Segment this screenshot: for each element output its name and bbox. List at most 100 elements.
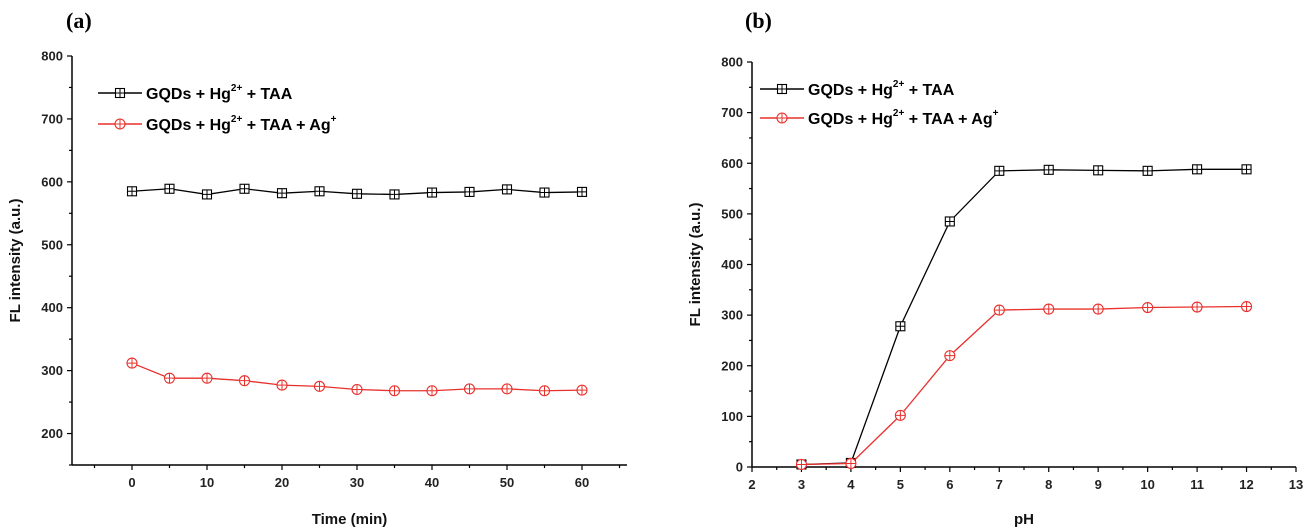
legend-superscript: 2+: [231, 83, 243, 94]
marker-cross: [1142, 302, 1153, 313]
x-tick-label: 10: [200, 475, 214, 490]
legend-text-part: GQDs + Hg: [808, 111, 893, 128]
x-tick-label: 0: [128, 475, 135, 490]
legend-text-part: + TAA + Ag: [242, 117, 330, 134]
y-tick-label: 800: [721, 55, 743, 70]
legend-entry: GQDs + Hg2+ + TAA: [98, 83, 293, 103]
series-hg-taa-ag: [795, 300, 1253, 471]
legend-label: GQDs + Hg2+ + TAA + Ag+: [808, 108, 999, 128]
data-point: [845, 457, 857, 470]
data-point: [1093, 165, 1104, 176]
data-point: [388, 385, 401, 397]
y-tick-label: 600: [721, 156, 743, 171]
y-tick-label: 400: [721, 257, 743, 272]
panel-label: (b): [745, 8, 772, 33]
marker-cross: [390, 189, 399, 199]
data-point: [1191, 301, 1203, 313]
data-point: [944, 350, 956, 362]
x-axis-title: pH: [1014, 511, 1034, 528]
marker-cross: [540, 188, 549, 198]
x-tick-label: 2: [748, 477, 755, 492]
data-point: [276, 188, 288, 199]
marker-cross: [115, 119, 125, 129]
series-line: [801, 168, 1247, 466]
data-point: [1043, 303, 1055, 315]
marker-cross: [994, 305, 1005, 316]
series-line: [801, 305, 1247, 466]
data-point: [238, 375, 251, 387]
data-point: [164, 183, 175, 194]
marker-cross: [427, 188, 437, 198]
x-tick-label: 3: [798, 477, 805, 492]
marker-cross: [1093, 304, 1104, 315]
marker-cross: [1143, 166, 1153, 176]
data-point: [1240, 300, 1253, 313]
legend-text-part: + TAA: [904, 82, 954, 99]
data-point: [1142, 165, 1153, 176]
marker-cross: [945, 216, 955, 226]
legend-text-part: + TAA + Ag: [904, 111, 992, 128]
marker-cross: [539, 385, 550, 396]
y-tick-label: 400: [41, 300, 63, 315]
data-point: [389, 189, 400, 200]
chart-panel-b: (b) 0 100 200 300 400 500 600 700 800 2 3 4 5 6 7 8 9 10 11…: [687, 8, 1303, 528]
data-point: [426, 187, 438, 198]
x-tick-label: 8: [1045, 477, 1052, 492]
series-hg-taa-ag: [126, 357, 588, 397]
data-point: [1092, 303, 1104, 315]
x-tick-label: 40: [425, 475, 439, 490]
legend-superscript: 2+: [231, 114, 243, 125]
y-tick-label: 800: [41, 49, 63, 64]
marker-cross: [277, 380, 287, 391]
x-tick-label: 20: [275, 475, 289, 490]
data-point: [351, 383, 363, 396]
y-axis-title: FL intensity (a.u.): [687, 203, 704, 327]
data-point: [1241, 164, 1252, 175]
x-tick-label: 11: [1190, 477, 1204, 492]
y-tick-label: 300: [41, 363, 63, 378]
marker-cross: [1242, 164, 1252, 174]
marker-cross: [240, 184, 249, 194]
x-tick-label: 7: [996, 477, 1003, 492]
data-point: [795, 458, 808, 471]
x-tick-label: 13: [1289, 477, 1303, 492]
legend-superscript: +: [331, 114, 337, 125]
legend-label: GQDs + Hg2+ + TAA: [146, 83, 293, 103]
legend-marker: [114, 118, 126, 130]
marker-cross: [389, 385, 400, 396]
y-tick-label: 700: [721, 105, 743, 120]
y-tick-label: 600: [41, 174, 63, 189]
series-hg-taa: [796, 164, 1252, 470]
y-tick-label: 500: [721, 206, 743, 221]
marker-cross: [1044, 165, 1054, 175]
x-tick-label: 5: [897, 477, 904, 492]
marker-cross: [577, 385, 587, 396]
y-tick-label: 700: [41, 111, 63, 126]
marker-cross: [577, 187, 587, 197]
x-tick-label: 50: [500, 475, 514, 490]
series-hg-taa: [126, 183, 588, 200]
marker-cross: [127, 186, 137, 196]
y-axis-title: FL intensity (a.u.): [7, 199, 24, 323]
data-point: [576, 186, 588, 197]
marker-cross: [202, 189, 212, 199]
x-tick-label: 9: [1095, 477, 1102, 492]
marker-cross: [502, 383, 512, 394]
data-point: [126, 186, 138, 197]
data-point: [538, 385, 551, 397]
data-point: [1043, 164, 1054, 175]
data-point: [201, 372, 213, 384]
data-point: [126, 357, 138, 369]
marker-cross: [895, 410, 906, 421]
legend-superscript: 2+: [893, 108, 905, 119]
marker-cross: [994, 166, 1004, 176]
marker-cross: [127, 358, 137, 369]
legend-label: GQDs + Hg2+ + TAA: [808, 79, 955, 99]
y-tick-label: 200: [721, 358, 743, 373]
marker-cross: [777, 113, 787, 123]
legend-text-part: GQDs + Hg: [146, 117, 231, 134]
legend-superscript: 2+: [893, 79, 905, 90]
marker-cross: [465, 187, 474, 197]
x-axis-title: Time (min): [312, 511, 388, 528]
